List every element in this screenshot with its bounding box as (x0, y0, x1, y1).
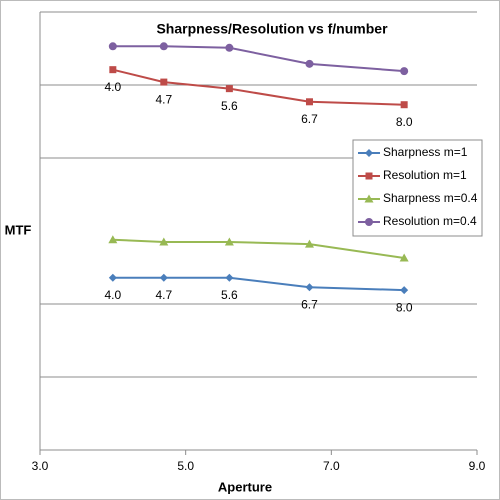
marker (224, 237, 234, 246)
marker (160, 78, 168, 86)
marker (159, 237, 169, 246)
marker (304, 239, 314, 248)
legend-label: Sharpness m=1 (383, 145, 468, 159)
legend-label: Resolution m=0.4 (383, 214, 477, 228)
data-label: 6.7 (301, 297, 318, 311)
x-axis-label: Aperture (218, 479, 272, 494)
legend-marker (365, 172, 373, 180)
marker (400, 101, 408, 109)
data-label: 6.7 (301, 112, 318, 126)
legend-label: Resolution m=1 (383, 168, 467, 182)
marker (399, 253, 409, 262)
marker (225, 273, 234, 282)
marker (305, 59, 314, 68)
legend-marker (365, 149, 373, 157)
marker (159, 273, 168, 282)
marker (305, 98, 313, 106)
marker (108, 42, 117, 51)
data-label: 8.0 (396, 300, 413, 314)
marker (109, 66, 117, 74)
marker (108, 273, 117, 282)
data-label: 4.0 (104, 80, 121, 94)
legend-box (352, 139, 483, 237)
y-axis-label: MTF (5, 222, 32, 237)
legend-marker (365, 218, 373, 226)
data-label: 5.6 (221, 288, 238, 302)
chart-title: Sharpness/Resolution vs f/number (156, 21, 388, 37)
marker (225, 85, 233, 93)
marker (225, 43, 234, 52)
x-tick-label: 9.0 (469, 459, 486, 473)
legend-label: Sharpness m=0.4 (383, 191, 478, 205)
x-tick-label: 3.0 (32, 459, 49, 473)
marker (108, 235, 118, 244)
data-label: 4.7 (155, 288, 172, 302)
marker (400, 67, 409, 76)
marker (400, 286, 409, 295)
x-tick-label: 7.0 (323, 459, 340, 473)
data-label: 5.6 (221, 99, 238, 113)
marker (159, 42, 168, 51)
data-label: 4.7 (155, 92, 172, 106)
marker (305, 283, 314, 292)
x-tick-label: 5.0 (177, 459, 194, 473)
data-label: 8.0 (396, 115, 413, 129)
legend-marker (364, 194, 374, 203)
data-label: 4.0 (104, 288, 121, 302)
